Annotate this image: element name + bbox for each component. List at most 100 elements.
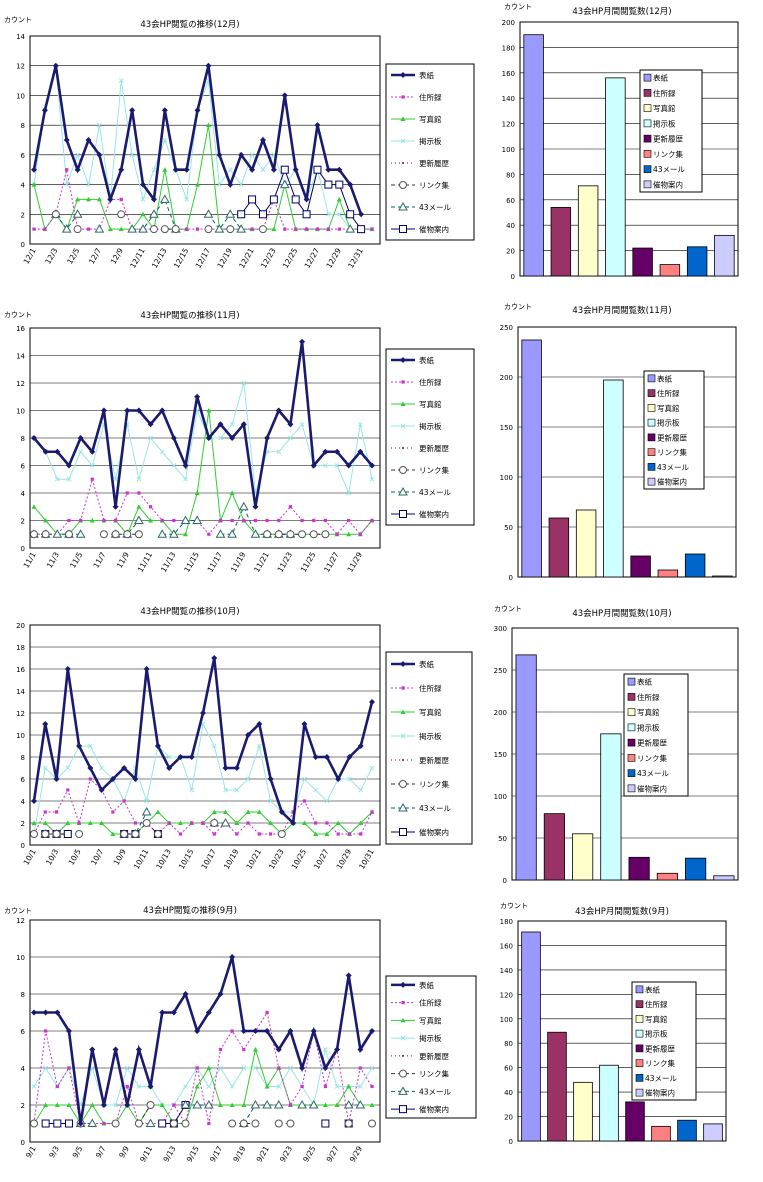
data-point	[147, 1083, 154, 1090]
legend-label: 43メール	[419, 804, 452, 813]
legend-swatch	[627, 693, 636, 701]
y-tick-label: 160	[500, 942, 513, 950]
data-point	[87, 765, 94, 771]
data-point	[96, 151, 103, 158]
data-point	[41, 107, 48, 114]
data-point	[148, 435, 153, 441]
data-point	[30, 830, 38, 838]
data-point	[86, 227, 91, 231]
data-point	[161, 107, 168, 114]
data-point	[264, 1084, 270, 1089]
bar	[521, 339, 542, 578]
bar	[684, 553, 706, 578]
y-tick-label: 100	[502, 146, 515, 154]
data-point	[322, 1065, 329, 1071]
data-point	[102, 1121, 106, 1126]
data-point	[51, 210, 60, 219]
data-point	[357, 225, 366, 234]
data-point	[44, 1029, 48, 1033]
x-tick-label: 9/21	[255, 1144, 271, 1163]
data-point	[89, 1046, 96, 1053]
bar	[632, 247, 653, 277]
data-point	[100, 407, 107, 414]
x-tick-label: 10/25	[290, 847, 309, 870]
data-point	[170, 435, 177, 441]
data-point	[205, 435, 212, 441]
x-tick-label: 12/1	[22, 246, 38, 265]
legend-marker	[401, 380, 405, 384]
data-point	[256, 809, 262, 814]
data-point	[217, 421, 224, 428]
data-point	[258, 210, 267, 219]
data-point	[279, 179, 290, 189]
x-tick-label: 11/3	[45, 550, 61, 569]
y-axis-label: カウント	[504, 3, 532, 11]
data-point	[264, 435, 271, 441]
data-point	[239, 1119, 248, 1128]
data-point	[259, 137, 266, 143]
bar	[599, 1064, 619, 1142]
legend-label: 住所録	[637, 692, 660, 702]
data-point	[218, 518, 223, 523]
bar	[685, 857, 707, 881]
data-point	[159, 407, 166, 414]
data-point	[66, 1102, 72, 1107]
data-point	[251, 1119, 260, 1128]
data-point	[368, 1119, 376, 1128]
data-point	[54, 476, 60, 482]
data-point	[265, 518, 269, 523]
data-point	[230, 1029, 234, 1033]
legend-label: リンク集	[419, 180, 449, 190]
legend-marker	[400, 1017, 406, 1023]
data-point	[162, 137, 168, 143]
legend-marker	[399, 1105, 407, 1114]
data-point	[245, 776, 251, 782]
y-tick-label: 2	[21, 518, 25, 526]
chart-title: 43会HP月間閲覧数(11月)	[572, 305, 671, 316]
data-point	[154, 743, 161, 749]
data-point	[201, 821, 205, 825]
data-point	[370, 810, 374, 814]
data-point	[290, 820, 297, 826]
data-point	[162, 167, 168, 172]
legend-swatch	[635, 1000, 644, 1008]
data-point	[370, 227, 374, 231]
data-point	[99, 820, 105, 825]
data-point	[184, 197, 189, 202]
data-point	[110, 831, 116, 836]
data-point	[309, 530, 318, 539]
y-tick-label: 0	[509, 1138, 513, 1146]
data-point	[125, 491, 129, 495]
bar	[543, 813, 565, 881]
data-point	[124, 1065, 130, 1071]
data-point	[42, 448, 49, 455]
data-point	[310, 462, 317, 469]
data-point	[313, 831, 319, 836]
data-point	[31, 182, 37, 187]
x-tick-label: 12/19	[215, 246, 234, 269]
data-point	[120, 830, 129, 838]
series-5	[51, 210, 267, 234]
data-point	[77, 1120, 84, 1127]
data-point	[87, 743, 93, 749]
x-tick-label: 9/27	[325, 1144, 341, 1163]
data-point	[141, 806, 152, 816]
data-point	[136, 504, 142, 509]
legend-marker	[400, 733, 406, 739]
data-point	[347, 776, 352, 782]
y-tick-label: 200	[494, 709, 507, 717]
data-point	[227, 181, 234, 188]
data-point	[334, 463, 340, 468]
data-point	[274, 1119, 283, 1128]
data-point	[222, 765, 229, 771]
data-point	[118, 78, 124, 83]
data-point	[301, 820, 307, 825]
data-point	[277, 830, 286, 838]
data-point	[235, 832, 239, 836]
data-point	[194, 393, 201, 400]
data-point	[242, 518, 246, 523]
legend-swatch	[627, 784, 636, 793]
legend-label: 43メール	[645, 1074, 678, 1083]
